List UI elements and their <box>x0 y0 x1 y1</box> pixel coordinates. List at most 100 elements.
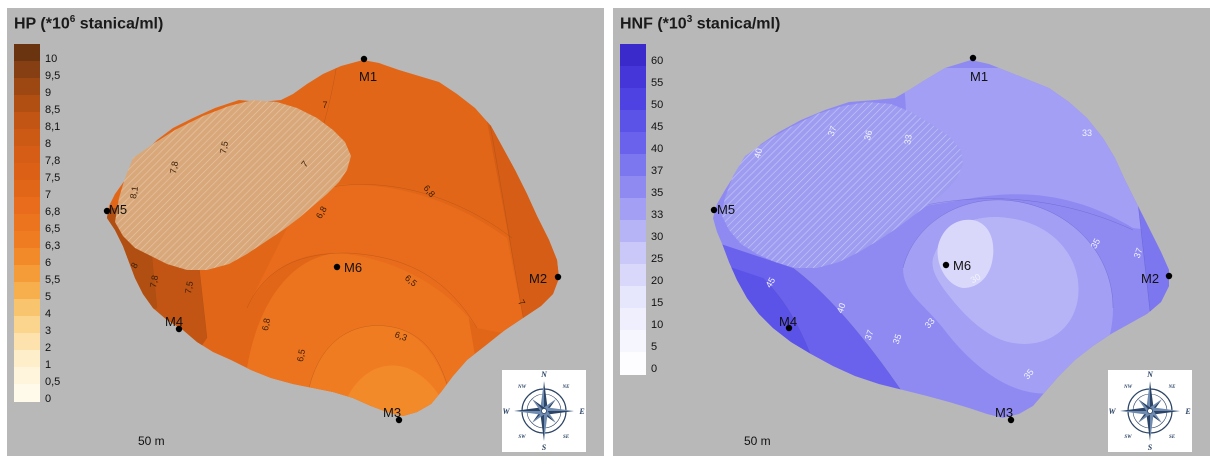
hnf-legend-swatch <box>620 352 646 375</box>
hp-legend-label: 8 <box>45 137 52 150</box>
compass-point <box>540 411 544 441</box>
hnf-legend-swatch <box>620 110 646 133</box>
hnf-contour-label: 33 <box>923 316 937 330</box>
compass-point <box>514 407 544 411</box>
hp-legend-swatch <box>14 129 40 147</box>
hp-legend-swatch <box>14 299 40 317</box>
compass-letter: S <box>542 443 547 452</box>
hp-legend-swatch <box>14 333 40 351</box>
hnf-legend-label: 45 <box>651 121 664 133</box>
compass-point <box>1137 398 1150 414</box>
hp-legend-swatch <box>14 95 40 113</box>
hnf-station-label: M1 <box>970 69 988 84</box>
hp-station-label: M3 <box>383 405 401 420</box>
hnf-stations: M1 M2 M3 M4 M5 M6 <box>710 54 1173 424</box>
hp-station-label: M5 <box>109 202 127 217</box>
compass-letter: E <box>1184 407 1190 416</box>
compass-letter: SE <box>1169 435 1176 440</box>
hnf-station-marker <box>969 54 977 62</box>
hnf-legend-label: 15 <box>651 297 664 309</box>
compass-letter: W <box>502 407 510 416</box>
hnf-station-label: M5 <box>717 202 735 217</box>
hnf-compass-rose-icon: N S E W NE NW SE SW <box>1108 370 1192 452</box>
compass-point <box>1146 381 1150 411</box>
compass-letter: NW <box>517 385 527 390</box>
hp-station-marker <box>554 273 562 281</box>
hp-contour-label: 7 <box>516 298 527 307</box>
hnf-station-marker <box>1165 272 1173 280</box>
hnf-contour-label: 33 <box>1082 128 1092 138</box>
hnf-legend-swatch <box>620 308 646 331</box>
hp-legend-swatch <box>14 44 40 62</box>
hp-legend-label: 7,5 <box>45 171 61 184</box>
hp-legend-label: 7,8 <box>45 154 61 167</box>
hnf-contour-label: 37 <box>1132 247 1145 260</box>
compass-center <box>1147 408 1153 414</box>
hnf-legend-swatch <box>620 264 646 287</box>
hp-legend-label: 6,5 <box>45 222 61 235</box>
compass-center <box>541 408 547 414</box>
hp-legend-swatch <box>14 350 40 368</box>
hnf-station-marker <box>710 206 718 214</box>
hp-station-marker <box>103 207 111 215</box>
hnf-legend-swatch <box>620 44 646 67</box>
hnf-contour-label: 30 <box>969 272 983 286</box>
hnf-legend-label: 55 <box>651 77 664 89</box>
compass-point <box>1150 411 1180 415</box>
hnf-legend-swatch <box>620 242 646 265</box>
hnf-lake-region <box>721 102 963 268</box>
hp-legend-swatch <box>14 112 40 130</box>
hp-contour-label: 7,5 <box>183 280 195 294</box>
hnf-map-panel: 37 36 33 40 33 35 37 45 40 37 35 33 30 35 M1 M2 M3 M4 M5 M… <box>613 8 1210 456</box>
hnf-legend-label: 10 <box>651 319 664 331</box>
compass-letter: S <box>1148 443 1153 452</box>
compass-point <box>1120 411 1150 415</box>
hp-legend-swatch <box>14 367 40 385</box>
hnf-contour-label: 40 <box>752 147 764 159</box>
compass-letter: SW <box>518 435 526 440</box>
hnf-contour-label: 35 <box>1089 237 1103 251</box>
hp-contour-label: 6,3 <box>393 329 408 343</box>
hp-legend-swatch <box>14 265 40 283</box>
hp-lake-region <box>115 100 351 270</box>
hp-legend-swatch <box>14 61 40 79</box>
hp-legend-label: 2 <box>45 341 52 354</box>
hnf-contour-label: 37 <box>863 329 876 342</box>
compass-point <box>544 381 548 411</box>
hnf-legend-label: 0 <box>651 363 658 375</box>
hnf-station-marker <box>942 261 950 269</box>
hp-stations: M1 M2 M3 M4 M5 M6 <box>103 55 562 424</box>
hp-contour-label: 8,1 <box>128 185 140 199</box>
hp-legend-label: 9,5 <box>45 69 61 82</box>
compass-point <box>1146 411 1150 441</box>
compass-point <box>514 411 544 415</box>
compass-point <box>1150 407 1180 411</box>
hp-legend-label: 1 <box>45 358 52 371</box>
hp-station-marker <box>175 325 183 333</box>
hnf-legend-label: 5 <box>651 341 658 353</box>
hp-legend-label: 3 <box>45 324 52 337</box>
hp-legend-label: 0,5 <box>45 375 61 388</box>
hnf-legend-label: 60 <box>651 55 664 67</box>
hnf-contour-label: 37 <box>826 125 839 138</box>
hp-station-label: M6 <box>344 260 362 275</box>
hp-legend-label: 8,5 <box>45 103 61 116</box>
hp-station-marker <box>333 263 341 271</box>
hnf-legend-label: 35 <box>651 187 664 199</box>
compass-letter: NW <box>1123 385 1133 390</box>
hnf-legend-label: 25 <box>651 253 664 265</box>
compass-point <box>1120 407 1150 411</box>
hnf-contour-label: 35 <box>1022 367 1036 381</box>
hp-legend-label: 6,3 <box>45 239 61 252</box>
hnf-station-label: M2 <box>1141 271 1159 286</box>
hp-legend-label: 6,8 <box>45 205 61 218</box>
hnf-contour-labels: 37 36 33 40 33 35 37 45 40 37 35 33 30 35 <box>752 125 1145 382</box>
hp-contour-label: 8 <box>129 261 140 270</box>
hp-legend-label: 6 <box>45 256 52 269</box>
hnf-legend-swatch <box>620 154 646 177</box>
hnf-station-label: M6 <box>953 258 971 273</box>
hp-legend-swatch <box>14 214 40 232</box>
hp-station-marker <box>395 416 403 424</box>
hp-legend-label: 10 <box>45 52 58 65</box>
